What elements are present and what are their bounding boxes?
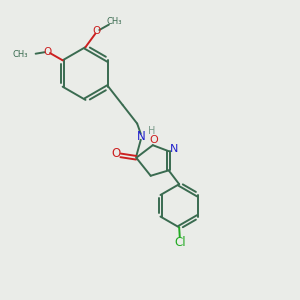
Text: N: N [136, 130, 145, 143]
Text: Cl: Cl [174, 236, 186, 250]
Text: O: O [149, 135, 158, 146]
Text: H: H [148, 126, 155, 136]
Text: O: O [112, 147, 121, 161]
Text: O: O [93, 26, 101, 37]
Text: CH₃: CH₃ [106, 16, 122, 26]
Text: CH₃: CH₃ [13, 50, 28, 59]
Text: O: O [44, 47, 52, 57]
Text: N: N [170, 144, 178, 154]
